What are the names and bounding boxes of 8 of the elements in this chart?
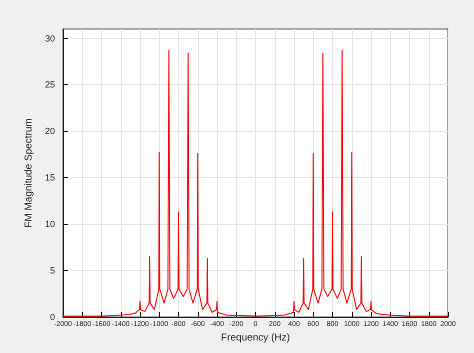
y-tick-label: 5 bbox=[50, 266, 55, 276]
y-tick-label: 15 bbox=[44, 172, 55, 183]
y-tick-label: 20 bbox=[44, 126, 55, 136]
x-axis-title: Frequency (Hz) bbox=[221, 332, 290, 344]
y-tick-label: 25 bbox=[44, 80, 55, 90]
y-tick-label: 30 bbox=[44, 33, 55, 44]
y-tick-label: 10 bbox=[44, 219, 55, 230]
y-axis-title: FM Magnitude Spectrum bbox=[24, 118, 35, 228]
